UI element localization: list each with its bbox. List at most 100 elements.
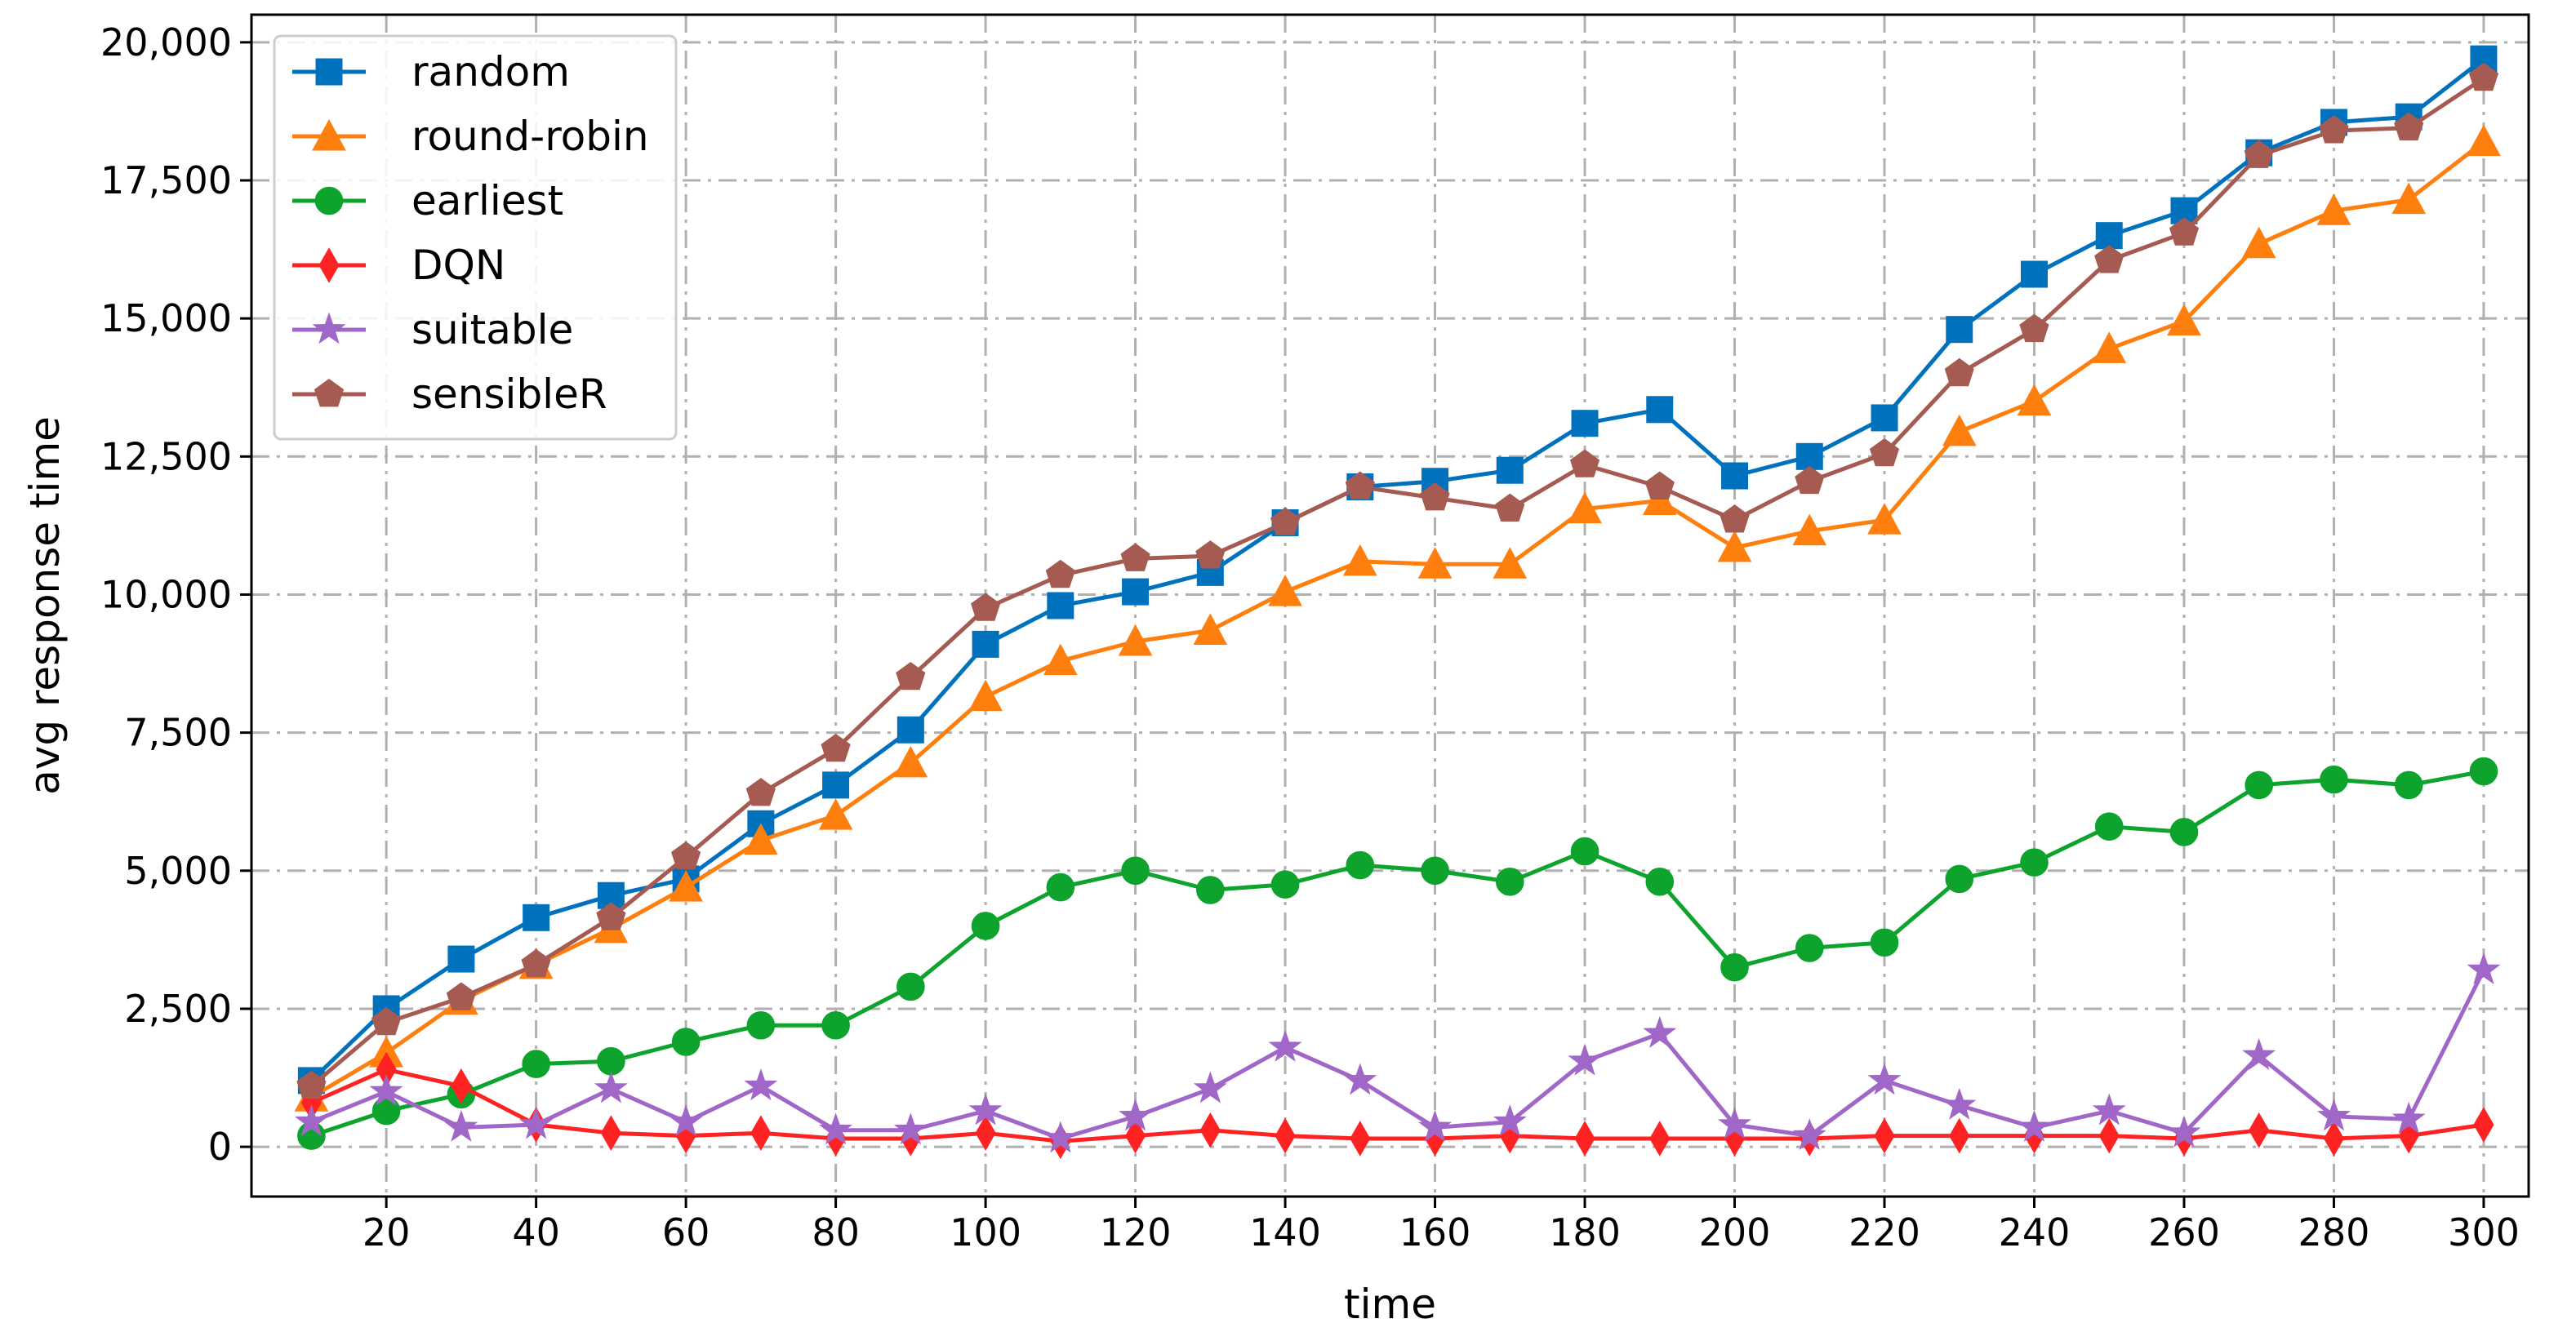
data-point-random xyxy=(523,904,550,931)
data-point-round-robin xyxy=(1342,544,1377,576)
data-point-earliest xyxy=(1346,850,1375,880)
data-point-round-robin xyxy=(2391,182,2427,215)
data-point-earliest xyxy=(2020,848,2049,877)
data-point-suitable xyxy=(519,1107,554,1139)
x-tick-label: 260 xyxy=(2148,1210,2220,1254)
data-point-suitable xyxy=(1792,1118,1826,1151)
data-point-earliest xyxy=(971,912,1000,940)
data-point-DQN xyxy=(750,1115,772,1151)
y-axis-label: avg response time xyxy=(21,416,69,795)
data-point-suitable xyxy=(2167,1115,2201,1148)
data-point-round-robin xyxy=(744,823,778,855)
data-point-suitable xyxy=(968,1093,1003,1126)
x-tick-label: 120 xyxy=(1100,1210,1172,1254)
x-tick-label: 20 xyxy=(363,1210,411,1254)
series-suitable xyxy=(294,952,2501,1153)
data-point-sensibleR xyxy=(1120,543,1150,571)
data-point-earliest xyxy=(821,1010,850,1040)
data-point-random xyxy=(1496,456,1524,484)
data-point-random xyxy=(822,771,850,799)
data-point-earliest xyxy=(896,972,925,1001)
data-point-earliest xyxy=(1196,876,1225,904)
y-tick-label: 15,000 xyxy=(100,296,232,340)
data-point-suitable xyxy=(2391,1101,2426,1134)
data-point-earliest xyxy=(2094,812,2124,841)
data-point-round-robin xyxy=(1493,547,1528,579)
data-point-round-robin xyxy=(669,870,703,902)
x-tick-label: 220 xyxy=(1849,1210,1920,1254)
y-tick-label: 7,500 xyxy=(124,711,232,755)
data-point-round-robin xyxy=(1417,547,1453,579)
y-tick-label: 10,000 xyxy=(100,572,232,616)
data-point-DQN xyxy=(1199,1112,1221,1148)
legend-label: earliest xyxy=(412,177,563,224)
data-point-sensibleR xyxy=(971,593,1001,621)
data-point-round-robin xyxy=(893,745,928,778)
data-point-DQN xyxy=(1350,1121,1371,1157)
data-point-sensibleR xyxy=(1795,465,1825,495)
data-point-sensibleR xyxy=(1569,449,1600,477)
data-point-round-robin xyxy=(1118,624,1153,656)
data-point-sensibleR xyxy=(2468,62,2499,91)
data-point-random xyxy=(2095,222,2123,250)
data-point-suitable xyxy=(1119,1099,1153,1131)
legend-item-random: random xyxy=(292,48,570,95)
data-point-round-robin xyxy=(2092,331,2127,363)
legend-marker xyxy=(314,186,344,215)
data-point-suitable xyxy=(1718,1107,1751,1139)
data-point-suitable xyxy=(669,1104,703,1137)
data-point-random xyxy=(1795,442,1823,470)
data-point-round-robin xyxy=(2017,384,2052,416)
data-point-DQN xyxy=(1275,1117,1296,1154)
legend-item-earliest: earliest xyxy=(292,177,563,224)
series-earliest xyxy=(297,757,2498,1150)
data-point-round-robin xyxy=(1942,414,1977,446)
data-point-sensibleR xyxy=(2319,115,2349,144)
data-point-suitable xyxy=(1268,1029,1302,1062)
legend-marker xyxy=(318,247,340,283)
data-point-suitable xyxy=(294,1104,328,1137)
data-point-suitable xyxy=(1193,1071,1227,1103)
data-point-DQN xyxy=(2249,1112,2270,1148)
series-sensibleR xyxy=(296,62,2499,1099)
legend-item-round-robin: round-robin xyxy=(292,113,649,160)
data-point-DQN xyxy=(2098,1117,2120,1154)
y-tick-label: 0 xyxy=(208,1125,232,1169)
series-line-DQN xyxy=(310,1067,2485,1143)
data-point-random xyxy=(972,630,999,658)
data-point-sensibleR xyxy=(521,948,551,978)
y-tick-label: 2,500 xyxy=(124,987,232,1031)
data-point-suitable xyxy=(444,1109,478,1142)
data-point-round-robin xyxy=(1867,503,1902,535)
x-tick-label: 80 xyxy=(812,1210,860,1254)
data-point-suitable xyxy=(2316,1099,2351,1131)
legend-label: random xyxy=(412,48,570,95)
x-tick-label: 240 xyxy=(1999,1210,2071,1254)
data-point-round-robin xyxy=(2316,193,2351,225)
legend-label: suitable xyxy=(412,306,573,353)
data-point-DQN xyxy=(1874,1117,1895,1154)
data-point-random xyxy=(1047,592,1074,619)
data-point-suitable xyxy=(2467,952,2501,985)
data-point-round-robin xyxy=(2167,304,2201,336)
data-point-DQN xyxy=(2323,1121,2345,1157)
data-point-suitable xyxy=(819,1112,853,1145)
data-point-suitable xyxy=(1343,1063,1377,1095)
data-point-sensibleR xyxy=(2094,245,2124,273)
data-point-sensibleR xyxy=(1495,493,1525,522)
data-point-earliest xyxy=(2169,818,2199,846)
data-point-sensibleR xyxy=(2169,217,2200,246)
data-point-suitable xyxy=(1493,1104,1527,1137)
legend-marker xyxy=(312,312,346,344)
data-point-DQN xyxy=(451,1068,472,1104)
data-point-round-robin xyxy=(2467,124,2501,157)
data-point-sensibleR xyxy=(446,982,476,1010)
data-point-earliest xyxy=(1270,870,1300,899)
x-tick-label: 40 xyxy=(512,1210,560,1254)
data-point-random xyxy=(1646,396,1674,424)
data-point-suitable xyxy=(1568,1043,1602,1076)
x-axis-label: time xyxy=(1344,1281,1436,1328)
data-point-sensibleR xyxy=(1644,471,1675,500)
data-point-round-robin xyxy=(1642,483,1677,515)
